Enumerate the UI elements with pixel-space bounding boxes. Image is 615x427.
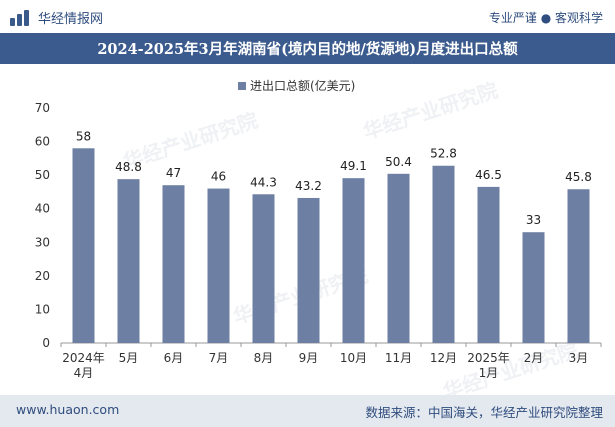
x-tick-label: 8月 xyxy=(254,351,274,365)
y-tick-label: 30 xyxy=(35,235,50,249)
x-tick-label: 7月 xyxy=(209,351,229,365)
data-label: 50.4 xyxy=(385,155,412,169)
x-tick-label: 2月 xyxy=(524,351,544,365)
slogan: 专业严谨 ● 客观科学 xyxy=(488,11,603,25)
top-bar: 华经情报网 专业严谨 ● 客观科学 xyxy=(0,0,615,33)
chart-title: 2024-2025年3月年湖南省(境内目的地/货源地)月度进出口总额 xyxy=(0,33,615,64)
y-tick-label: 40 xyxy=(35,202,50,216)
x-tick-label: 2024年 4月 xyxy=(62,351,105,380)
bar xyxy=(252,194,275,343)
brand: 华经情报网 xyxy=(10,8,103,27)
data-label: 46.5 xyxy=(475,168,502,182)
data-label: 49.1 xyxy=(340,159,367,173)
legend-swatch xyxy=(238,82,246,90)
bar-chart: 进出口总额(亿美元) 0 10 20 30 40 50 60 70 58 2024年 4月 48.8 5月… xyxy=(35,78,602,380)
x-tick-label: 10月 xyxy=(340,351,367,365)
bar xyxy=(72,148,95,343)
x-tick-label: 9月 xyxy=(299,351,319,365)
x-tick-label: 11月 xyxy=(385,351,412,365)
bar xyxy=(522,232,545,343)
x-tick-label: 12月 xyxy=(430,351,457,365)
data-label: 45.8 xyxy=(565,170,592,184)
x-tick-label: 5月 xyxy=(119,351,139,365)
x-tick-label: 6月 xyxy=(164,351,184,365)
legend-label: 进出口总额(亿美元) xyxy=(250,78,355,93)
data-label: 52.8 xyxy=(430,147,457,161)
x-tick-label: 3月 xyxy=(569,351,589,365)
y-tick-label: 50 xyxy=(35,168,50,182)
data-label: 46 xyxy=(211,170,226,184)
brand-logo-icon xyxy=(10,9,30,26)
brand-name: 华经情报网 xyxy=(38,12,104,27)
bar xyxy=(432,165,455,343)
bar xyxy=(567,189,590,343)
data-label: 58 xyxy=(76,129,91,143)
bar xyxy=(342,178,365,343)
y-tick-label: 60 xyxy=(35,135,50,149)
y-tick-label: 70 xyxy=(35,101,50,115)
bar xyxy=(477,186,500,343)
bar xyxy=(162,185,185,343)
footer-website[interactable]: www.huaon.com xyxy=(16,402,120,417)
data-label: 33 xyxy=(526,213,541,227)
data-label: 43.2 xyxy=(295,179,322,193)
footer: www.huaon.com 数据来源：中国海关，华经产业研究院整理 xyxy=(0,395,615,427)
data-label: 44.3 xyxy=(250,175,277,189)
y-tick-label: 20 xyxy=(35,269,50,283)
footer-source: 数据来源：中国海关，华经产业研究院整理 xyxy=(365,405,603,420)
bar xyxy=(387,173,410,343)
y-tick-label: 0 xyxy=(42,336,50,350)
bar xyxy=(207,188,230,343)
x-tick-label: 2025年 1月 xyxy=(467,351,510,380)
bar xyxy=(117,179,140,343)
data-label: 48.8 xyxy=(115,160,142,174)
data-label: 47 xyxy=(166,166,181,180)
y-tick-label: 10 xyxy=(35,302,50,316)
bar xyxy=(297,197,320,343)
